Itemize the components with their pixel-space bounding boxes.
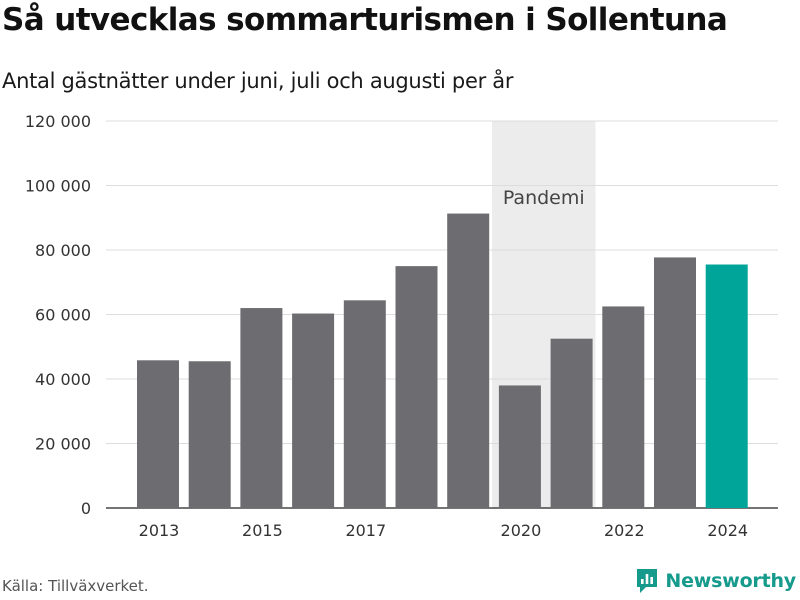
pandemic-label: Pandemi bbox=[503, 187, 585, 209]
bar-2014 bbox=[188, 361, 231, 508]
x-tick-label: 2024 bbox=[707, 521, 748, 540]
bar-2016 bbox=[292, 313, 335, 508]
y-tick-label: 60 000 bbox=[35, 306, 91, 325]
bar-2024 bbox=[705, 264, 748, 508]
y-tick-label: 0 bbox=[81, 499, 91, 518]
newsworthy-brand[interactable]: Newsworthy bbox=[635, 568, 796, 594]
bar-2013 bbox=[137, 360, 179, 508]
chart-title: Så utvecklas sommarturismen i Sollentuna bbox=[2, 2, 728, 38]
bar-2015 bbox=[240, 308, 283, 508]
bar-chart: 0 20 000 40 000 60 000 80 000 100 000 120 000 P… bbox=[25, 112, 778, 540]
x-tick-label: 2015 bbox=[242, 521, 283, 540]
bar-2017 bbox=[343, 300, 386, 508]
brand-name: Newsworthy bbox=[665, 570, 796, 592]
bar-2021 bbox=[550, 338, 593, 508]
y-tick-label: 20 000 bbox=[35, 435, 91, 454]
source-note: Källa: Tillväxverket. bbox=[2, 577, 149, 595]
bar-2018 bbox=[395, 266, 438, 508]
y-tick-label: 40 000 bbox=[35, 370, 91, 389]
x-tick-label: 2022 bbox=[604, 521, 645, 540]
bar-2020 bbox=[498, 385, 541, 508]
bar-2019 bbox=[447, 213, 490, 508]
y-tick-label: 120 000 bbox=[25, 112, 91, 131]
y-tick-label: 80 000 bbox=[35, 241, 91, 260]
chart-subtitle: Antal gästnätter under juni, juli och au… bbox=[2, 69, 514, 93]
y-tick-label: 100 000 bbox=[25, 177, 91, 196]
x-tick-label: 2020 bbox=[501, 521, 542, 540]
bar-2022 bbox=[602, 306, 645, 508]
x-tick-label: 2013 bbox=[139, 521, 180, 540]
newsworthy-logo-icon bbox=[637, 569, 658, 593]
bar-2023 bbox=[654, 257, 696, 508]
x-tick-label: 2017 bbox=[345, 521, 386, 540]
